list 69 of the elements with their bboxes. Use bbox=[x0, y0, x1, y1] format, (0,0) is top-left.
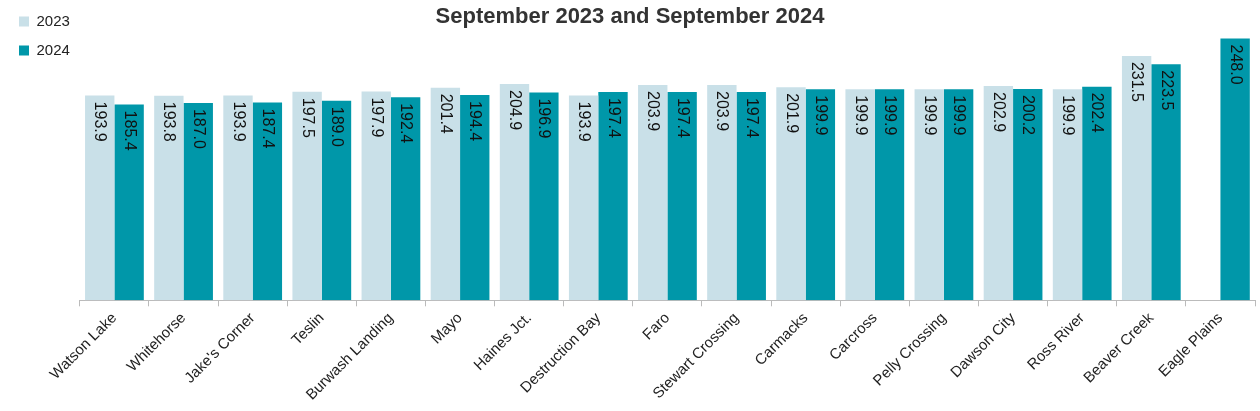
bar bbox=[568, 95, 599, 301]
bar bbox=[776, 87, 806, 301]
legend-label: 2023 bbox=[36, 11, 70, 29]
data-label: 187.4 bbox=[259, 108, 277, 149]
bar bbox=[914, 89, 944, 301]
data-label: 189.0 bbox=[329, 106, 347, 147]
bar bbox=[321, 100, 352, 301]
bar bbox=[874, 89, 905, 301]
bar bbox=[183, 102, 213, 301]
data-label: 199.9 bbox=[1060, 95, 1078, 136]
bar bbox=[154, 95, 184, 301]
data-label: 196.9 bbox=[536, 98, 554, 139]
data-label: 197.4 bbox=[743, 97, 761, 139]
data-label: 192.4 bbox=[398, 103, 416, 144]
bar bbox=[707, 85, 737, 301]
data-label: 201.4 bbox=[437, 93, 455, 134]
data-label: 203.9 bbox=[714, 91, 732, 132]
data-label: 187.0 bbox=[190, 108, 208, 150]
data-label: 193.9 bbox=[576, 101, 594, 142]
bar bbox=[983, 86, 1014, 301]
data-label: 201.9 bbox=[783, 93, 801, 134]
data-label: 197.5 bbox=[299, 97, 317, 138]
bar bbox=[1052, 89, 1083, 301]
data-label: 193.9 bbox=[92, 101, 110, 142]
data-label: 199.9 bbox=[852, 95, 870, 136]
bar bbox=[736, 91, 766, 301]
bar bbox=[390, 97, 421, 301]
data-label: 199.9 bbox=[951, 95, 969, 136]
data-label: 248.0 bbox=[1227, 44, 1245, 85]
bar bbox=[430, 87, 461, 301]
bar bbox=[943, 89, 974, 301]
bar bbox=[638, 85, 668, 301]
bar bbox=[252, 102, 283, 301]
data-label: 202.4 bbox=[1089, 92, 1107, 133]
bar bbox=[85, 95, 115, 301]
chart-title: September 2023 and September 2024 bbox=[435, 3, 826, 29]
data-label: 202.9 bbox=[990, 92, 1008, 133]
legend-label: 2024 bbox=[36, 40, 70, 58]
data-label: 204.9 bbox=[507, 90, 525, 131]
bar bbox=[667, 91, 697, 301]
data-label: 193.9 bbox=[230, 101, 248, 142]
bar bbox=[460, 95, 490, 301]
bar bbox=[1151, 64, 1181, 301]
bar bbox=[1220, 38, 1250, 301]
data-label: 194.4 bbox=[467, 101, 485, 142]
data-label: 185.4 bbox=[121, 110, 139, 151]
bar bbox=[529, 92, 559, 301]
bar bbox=[845, 89, 875, 301]
data-label: 197.4 bbox=[605, 97, 623, 139]
bar bbox=[805, 89, 836, 301]
bar bbox=[114, 104, 144, 301]
bar bbox=[223, 95, 253, 301]
data-label: 199.9 bbox=[812, 95, 830, 136]
bar bbox=[361, 91, 391, 301]
data-label: 197.9 bbox=[368, 97, 386, 138]
data-label: 223.5 bbox=[1158, 70, 1176, 111]
data-label: 193.8 bbox=[161, 101, 179, 142]
data-label: 200.2 bbox=[1020, 94, 1038, 136]
bar bbox=[499, 84, 530, 301]
data-label: 197.4 bbox=[674, 97, 692, 139]
bar bbox=[1013, 88, 1043, 301]
data-label: 199.9 bbox=[882, 95, 900, 136]
bar bbox=[1082, 86, 1112, 301]
bar bbox=[598, 91, 628, 301]
data-label: 199.9 bbox=[921, 95, 939, 136]
data-label: 231.5 bbox=[1129, 61, 1147, 103]
bar bbox=[1121, 55, 1152, 301]
bar bbox=[292, 91, 322, 301]
data-label: 203.9 bbox=[645, 91, 663, 132]
